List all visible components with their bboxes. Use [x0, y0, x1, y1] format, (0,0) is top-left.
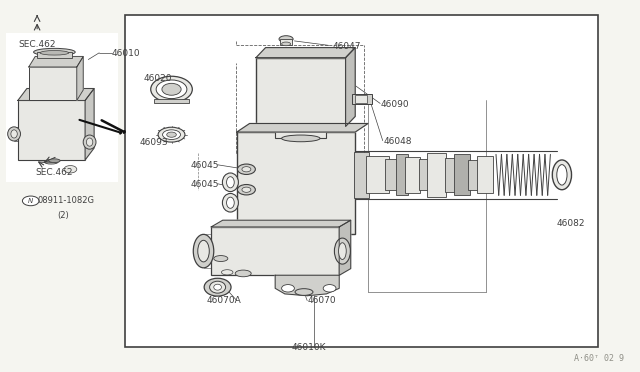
Ellipse shape	[282, 135, 320, 142]
Ellipse shape	[158, 127, 185, 142]
Ellipse shape	[210, 281, 226, 293]
Ellipse shape	[221, 270, 233, 275]
Text: 46070A: 46070A	[206, 296, 241, 305]
Polygon shape	[77, 57, 83, 100]
Polygon shape	[211, 220, 351, 227]
Bar	[154, 99, 189, 103]
Text: 46010K: 46010K	[291, 343, 326, 352]
Text: 46045: 46045	[191, 180, 220, 189]
Bar	[468, 160, 479, 190]
Text: 46047: 46047	[333, 42, 362, 51]
Text: 46090: 46090	[381, 100, 410, 109]
Text: 46048: 46048	[384, 137, 413, 146]
Bar	[18, 100, 85, 160]
Ellipse shape	[295, 289, 313, 295]
Bar	[396, 154, 408, 195]
Bar	[385, 159, 398, 190]
Text: 46070: 46070	[307, 296, 336, 305]
Polygon shape	[346, 48, 355, 126]
Ellipse shape	[83, 135, 96, 149]
Text: 46045: 46045	[191, 161, 220, 170]
Ellipse shape	[166, 132, 177, 137]
Bar	[445, 158, 458, 192]
Polygon shape	[237, 124, 368, 132]
Ellipse shape	[242, 187, 251, 192]
Circle shape	[323, 285, 336, 292]
Ellipse shape	[339, 243, 346, 260]
Ellipse shape	[49, 159, 60, 163]
Bar	[280, 39, 292, 45]
Ellipse shape	[557, 165, 567, 185]
Text: 46020: 46020	[144, 74, 173, 83]
Text: 46093: 46093	[140, 138, 168, 147]
Ellipse shape	[279, 36, 293, 42]
Bar	[477, 156, 493, 193]
Bar	[125, 15, 598, 347]
Ellipse shape	[236, 270, 252, 277]
Ellipse shape	[227, 177, 234, 188]
Bar	[211, 227, 339, 275]
Ellipse shape	[227, 197, 234, 208]
Polygon shape	[85, 89, 94, 160]
Circle shape	[282, 285, 294, 292]
Ellipse shape	[11, 130, 17, 138]
Ellipse shape	[198, 240, 209, 262]
Ellipse shape	[282, 42, 291, 46]
Bar	[29, 67, 77, 100]
Polygon shape	[256, 48, 355, 58]
Circle shape	[64, 166, 77, 173]
Ellipse shape	[237, 164, 255, 174]
Ellipse shape	[335, 238, 351, 264]
Text: A·60ᵀ 02 9: A·60ᵀ 02 9	[574, 354, 624, 363]
Ellipse shape	[156, 80, 187, 99]
Ellipse shape	[8, 127, 20, 141]
Ellipse shape	[162, 83, 181, 95]
Bar	[427, 153, 446, 197]
Polygon shape	[29, 57, 83, 67]
Bar	[6, 33, 118, 182]
Polygon shape	[339, 220, 351, 275]
Polygon shape	[275, 275, 339, 296]
Ellipse shape	[237, 185, 255, 195]
Ellipse shape	[86, 138, 93, 146]
Ellipse shape	[214, 256, 228, 262]
Circle shape	[22, 196, 39, 206]
Ellipse shape	[40, 51, 69, 55]
Ellipse shape	[223, 173, 238, 192]
Ellipse shape	[214, 284, 221, 290]
Text: 46010: 46010	[112, 49, 141, 58]
Ellipse shape	[242, 167, 251, 172]
Ellipse shape	[44, 160, 58, 164]
Text: (2): (2)	[58, 211, 69, 220]
Text: SEC.462: SEC.462	[35, 169, 73, 177]
Text: 08911-1082G: 08911-1082G	[37, 196, 94, 205]
Ellipse shape	[151, 76, 193, 102]
Bar	[352, 94, 372, 104]
Bar	[405, 157, 420, 193]
Ellipse shape	[34, 48, 76, 56]
Bar	[237, 132, 355, 234]
Ellipse shape	[223, 193, 238, 212]
Text: 46082: 46082	[557, 219, 586, 228]
Bar	[355, 95, 367, 103]
Text: N: N	[28, 198, 33, 204]
Bar	[419, 159, 432, 190]
Bar	[37, 52, 72, 58]
Text: SEC.462: SEC.462	[18, 40, 56, 49]
Ellipse shape	[552, 160, 572, 190]
Bar	[256, 58, 346, 126]
Ellipse shape	[193, 234, 214, 268]
Polygon shape	[18, 89, 94, 100]
Ellipse shape	[204, 278, 231, 296]
Ellipse shape	[163, 130, 180, 140]
Bar	[366, 156, 389, 193]
Bar	[454, 154, 470, 195]
Bar	[354, 152, 369, 198]
Bar	[275, 124, 326, 138]
